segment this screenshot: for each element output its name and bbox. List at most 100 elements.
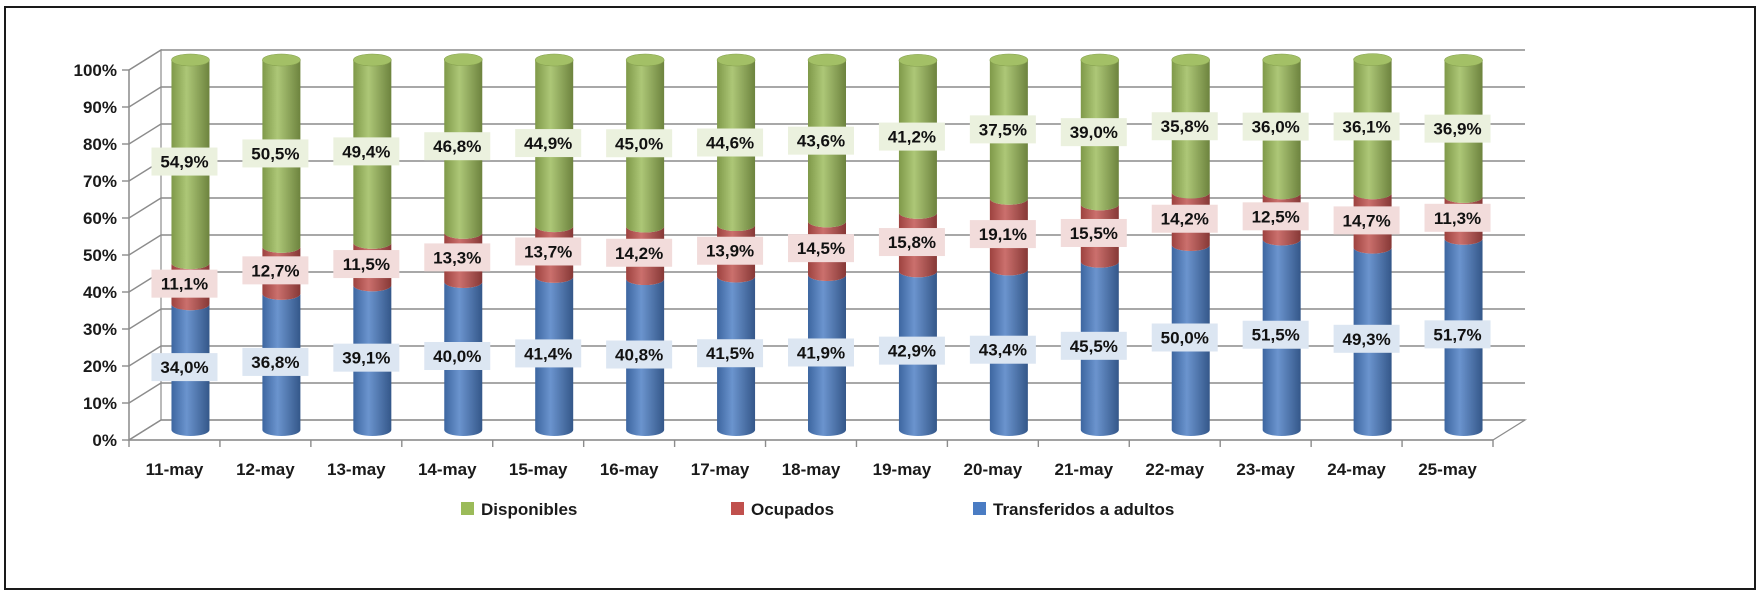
data-label-bg <box>1242 202 1309 231</box>
data-label-bg <box>606 238 673 267</box>
data-label-text: 39,0% <box>1070 123 1118 142</box>
data-label: 43,4% <box>969 335 1036 364</box>
x-tick-label: 22-may <box>1145 460 1204 479</box>
data-label-text: 41,4% <box>524 344 572 363</box>
data-label-bg <box>333 137 400 166</box>
data-label-text: 13,3% <box>433 248 481 267</box>
data-label-bg <box>969 115 1036 144</box>
data-label-bg <box>1151 204 1218 233</box>
data-label-text: 41,5% <box>706 344 754 363</box>
data-label: 50,0% <box>1151 323 1218 352</box>
data-label: 37,5% <box>969 115 1036 144</box>
data-label-text: 51,7% <box>1433 325 1481 344</box>
data-label-bg <box>515 339 582 368</box>
data-label-bg <box>878 122 945 151</box>
data-label: 13,9% <box>697 236 764 265</box>
data-label-bg <box>969 220 1036 249</box>
data-label: 40,8% <box>606 340 673 369</box>
data-label: 39,1% <box>333 343 400 372</box>
x-tick-label: 13-may <box>327 460 386 479</box>
data-label-bg <box>1424 320 1491 349</box>
y-tick-label: 90% <box>83 98 117 117</box>
y-axis: 0% 10% 20% 30% 40% 50% 60% 70% 80% 90% 100% <box>74 61 130 450</box>
data-label-text: 13,9% <box>706 242 754 261</box>
data-label: 44,6% <box>697 128 764 157</box>
data-label-bg <box>515 237 582 266</box>
data-label: 11,1% <box>151 269 218 298</box>
data-label-text: 13,7% <box>524 242 572 261</box>
cylinder-top <box>534 53 574 67</box>
x-axis: 11-may 12-may 13-may 14-may 15-may 16-may 17-m… <box>128 439 1494 479</box>
data-label-bg <box>788 338 854 367</box>
data-label: 11,5% <box>333 250 400 279</box>
cylinder-top <box>1171 53 1211 67</box>
data-label-bg <box>1242 112 1309 141</box>
data-label-text: 12,7% <box>251 261 299 280</box>
cylinder-top <box>807 53 847 67</box>
data-label: 36,1% <box>1333 112 1400 141</box>
data-label-bg <box>1060 331 1127 360</box>
data-label: 19,1% <box>969 220 1036 249</box>
data-label-text: 51,5% <box>1252 326 1300 345</box>
data-label-bg <box>242 256 309 285</box>
data-label-text: 14,7% <box>1342 211 1390 230</box>
data-label: 36,8% <box>242 347 309 376</box>
data-label-bg <box>515 129 582 158</box>
data-label: 39,0% <box>1060 118 1127 147</box>
data-label-text: 43,4% <box>979 341 1027 360</box>
data-label-text: 43,6% <box>797 132 845 151</box>
legend-item: Disponibles <box>461 500 577 519</box>
data-label: 36,0% <box>1242 112 1309 141</box>
y-tick-label: 80% <box>83 135 117 154</box>
cylinder-top <box>443 53 483 66</box>
data-label: 51,5% <box>1242 320 1309 349</box>
y-tick-label: 30% <box>83 320 117 339</box>
data-label-bg <box>151 147 218 176</box>
legend-swatch <box>731 502 744 515</box>
data-label-bg <box>333 343 400 372</box>
data-label-text: 49,4% <box>342 142 390 161</box>
data-label-bg <box>606 129 673 158</box>
gridline <box>128 86 1525 108</box>
data-label-bg <box>333 250 400 279</box>
data-labels: 34,0% 11,1% 54,9% 36,8% 12,7% 50,5% 39,1% 11,5%… <box>151 112 1491 382</box>
data-label-bg <box>1424 203 1491 232</box>
data-label-bg <box>969 335 1036 364</box>
x-tick-label: 23-may <box>1236 460 1295 479</box>
gridline <box>128 382 1525 404</box>
x-tick-label: 21-may <box>1054 460 1113 479</box>
gridline <box>128 419 1525 441</box>
legend-swatch <box>461 502 474 515</box>
data-label-text: 41,2% <box>888 128 936 147</box>
data-label: 13,3% <box>424 243 491 272</box>
x-tick-label: 11-may <box>146 460 204 479</box>
data-label: 15,8% <box>878 228 945 257</box>
data-label-bg <box>697 128 764 157</box>
data-label-text: 36,1% <box>1342 117 1390 136</box>
data-label-text: 11,1% <box>161 275 208 294</box>
gridline <box>128 308 1525 330</box>
x-tick-label: 12-may <box>236 460 295 479</box>
data-label: 51,7% <box>1424 320 1491 349</box>
cylinder-top <box>262 53 301 67</box>
cylinder-top <box>1353 53 1392 66</box>
data-label: 11,3% <box>1424 203 1491 232</box>
data-label-text: 14,5% <box>797 239 845 258</box>
x-tick-label: 16-may <box>600 460 659 479</box>
cylinder-top <box>716 53 756 67</box>
data-label-text: 12,5% <box>1252 207 1300 226</box>
data-label-bg <box>424 132 491 161</box>
data-label-text: 15,8% <box>888 233 936 252</box>
data-label: 14,2% <box>1151 204 1218 233</box>
data-label-bg <box>151 353 218 382</box>
data-label-bg <box>242 139 309 168</box>
data-label-bg <box>878 336 945 365</box>
data-label: 15,5% <box>1060 218 1127 247</box>
data-label: 41,2% <box>878 122 945 151</box>
cylinder-top <box>353 53 392 67</box>
data-label-text: 36,0% <box>1252 118 1300 137</box>
cylinder-top <box>1444 54 1483 67</box>
data-label-text: 50,5% <box>251 144 299 163</box>
data-label-text: 46,8% <box>433 137 481 156</box>
data-label-bg <box>788 126 854 155</box>
